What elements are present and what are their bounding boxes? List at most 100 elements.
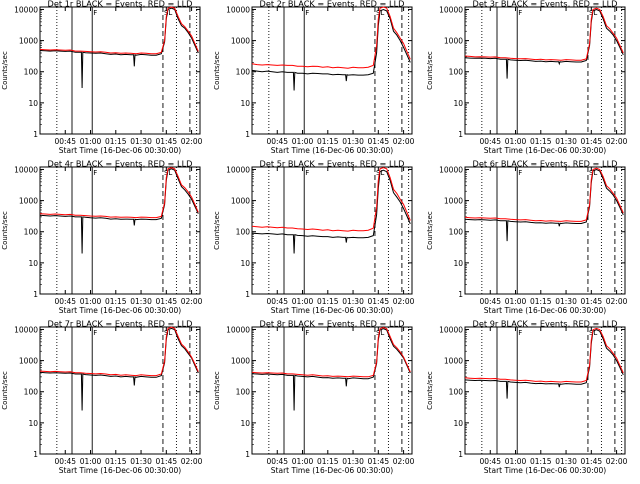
x-tick-label: 01:15 <box>105 457 127 466</box>
panel-title: Det 7r BLACK = Events, RED = LLD <box>48 319 193 329</box>
y-tick-label: 10 <box>240 419 250 428</box>
panel-title: Det 1r BLACK = Events, RED = LLD <box>48 0 193 9</box>
x-tick-label: 01:45 <box>581 457 603 466</box>
marker-label-f: F <box>518 169 522 177</box>
series-line-lld <box>39 6 199 55</box>
x-axis-label: Start Time (16-Dec-06 00:30:00) <box>59 146 181 155</box>
y-axis-label: Counts/sec <box>426 211 434 250</box>
x-tick-label: 01:00 <box>505 297 527 306</box>
x-tick-label: 01:45 <box>156 137 178 146</box>
y-tick-label: 1000 <box>19 357 38 366</box>
x-tick-label: 00:45 <box>54 457 76 466</box>
x-tick-label: 01:45 <box>368 457 390 466</box>
x-tick-label: 01:00 <box>80 137 102 146</box>
y-tick-label: 10000 <box>226 5 250 14</box>
series-line-events <box>464 329 624 399</box>
panel-title: Det 5r BLACK = Events, RED = LLD <box>260 159 405 169</box>
panel-title: Det 3r BLACK = Events, RED = LLD <box>473 0 618 9</box>
x-tick-label: 02:00 <box>606 137 628 146</box>
x-tick-label: 01:15 <box>105 297 127 306</box>
y-tick-label: 10000 <box>14 325 38 334</box>
x-tick-label: 00:45 <box>266 137 288 146</box>
x-tick-label: 01:15 <box>317 297 339 306</box>
marker-label-sl: SL <box>164 9 172 17</box>
x-tick-label: 00:45 <box>479 137 501 146</box>
x-axis-label: Start Time (16-Dec-06 00:30:00) <box>484 306 606 315</box>
y-axis-label: Counts/sec <box>1 371 9 410</box>
y-axis-label: Counts/sec <box>1 51 9 90</box>
x-tick-label: 00:45 <box>54 137 76 146</box>
x-tick-label: 01:15 <box>317 457 339 466</box>
x-tick-label: 01:30 <box>555 297 577 306</box>
y-tick-label: 100 <box>236 68 251 77</box>
panel-det-7: Det 7r BLACK = Events, RED = LLD 1 10 100 10… <box>1 319 203 476</box>
series-line-events <box>251 8 411 91</box>
y-tick-label: 10000 <box>439 5 463 14</box>
x-tick-label: 00:45 <box>266 297 288 306</box>
panel-title: Det 2r BLACK = Events, RED = LLD <box>260 0 405 9</box>
x-axis-label: Start Time (16-Dec-06 00:30:00) <box>59 466 181 475</box>
y-axis-label: Counts/sec <box>426 51 434 90</box>
y-tick-label: 10 <box>28 419 38 428</box>
plot-frame <box>464 326 626 455</box>
y-tick-label: 10 <box>453 259 463 268</box>
x-tick-label: 01:45 <box>581 137 603 146</box>
x-tick-label: 01:00 <box>80 457 102 466</box>
series-line-events <box>251 328 411 411</box>
y-axis-label: Counts/sec <box>426 371 434 410</box>
y-tick-label: 100 <box>24 228 39 237</box>
x-axis-label: Start Time (16-Dec-06 00:30:00) <box>484 466 606 475</box>
y-tick-label: 10 <box>28 259 38 268</box>
y-tick-label: 100 <box>24 68 39 77</box>
x-tick-label: 01:00 <box>505 457 527 466</box>
x-tick-label: 02:00 <box>393 297 415 306</box>
marker-label-f: F <box>93 9 97 17</box>
y-tick-label: 1 <box>458 130 463 139</box>
x-axis-label: Start Time (16-Dec-06 00:30:00) <box>271 466 393 475</box>
x-tick-label: 01:15 <box>530 137 552 146</box>
x-tick-label: 01:15 <box>317 137 339 146</box>
x-tick-label: 01:30 <box>342 297 364 306</box>
series-line-lld <box>39 326 199 377</box>
plot-frame <box>39 326 201 455</box>
panel-det-1: Det 1r BLACK = Events, RED = LLD 1 10 100 10… <box>1 0 203 155</box>
y-tick-label: 1 <box>33 130 38 139</box>
x-tick-label: 02:00 <box>393 457 415 466</box>
y-axis-label: Counts/sec <box>213 371 221 410</box>
y-tick-label: 10000 <box>14 165 38 174</box>
panel-title: Det 9r BLACK = Events, RED = LLD <box>473 319 618 329</box>
x-axis-label: Start Time (16-Dec-06 00:30:00) <box>59 306 181 315</box>
plot-frame <box>464 6 626 135</box>
marker-label-f: F <box>305 9 309 17</box>
y-tick-label: 1000 <box>231 37 250 46</box>
y-tick-label: 10000 <box>439 165 463 174</box>
series-line-lld <box>251 167 411 232</box>
x-tick-label: 01:30 <box>130 457 152 466</box>
panel-det-4: Det 4r BLACK = Events, RED = LLD 1 10 100 10… <box>1 159 203 316</box>
plot-frame <box>251 166 413 295</box>
plot-frame <box>39 6 201 135</box>
plot-frame <box>39 166 201 295</box>
y-tick-label: 1000 <box>19 197 38 206</box>
panel-det-8: Det 8r BLACK = Events, RED = LLD 1 10 100 10… <box>213 319 415 476</box>
series-line-lld <box>464 167 624 222</box>
x-tick-label: 01:45 <box>368 297 390 306</box>
y-tick-label: 1 <box>458 290 463 299</box>
x-tick-label: 01:30 <box>342 137 364 146</box>
x-tick-label: 01:30 <box>130 137 152 146</box>
series-line-lld <box>464 7 624 61</box>
panel-det-9: Det 9r BLACK = Events, RED = LLD 1 10 100 10… <box>426 319 628 476</box>
y-tick-label: 1 <box>458 450 463 459</box>
panel-title: Det 6r BLACK = Events, RED = LLD <box>473 159 618 169</box>
x-tick-label: 01:00 <box>505 137 527 146</box>
x-tick-label: 01:00 <box>292 457 314 466</box>
y-tick-label: 10000 <box>226 325 250 334</box>
x-axis-label: Start Time (16-Dec-06 00:30:00) <box>271 306 393 315</box>
x-tick-label: 01:45 <box>581 297 603 306</box>
x-tick-label: 02:00 <box>393 137 415 146</box>
x-axis-label: Start Time (16-Dec-06 00:30:00) <box>271 146 393 155</box>
x-tick-label: 01:00 <box>292 137 314 146</box>
y-tick-label: 10 <box>240 259 250 268</box>
plot-frame <box>251 326 413 455</box>
